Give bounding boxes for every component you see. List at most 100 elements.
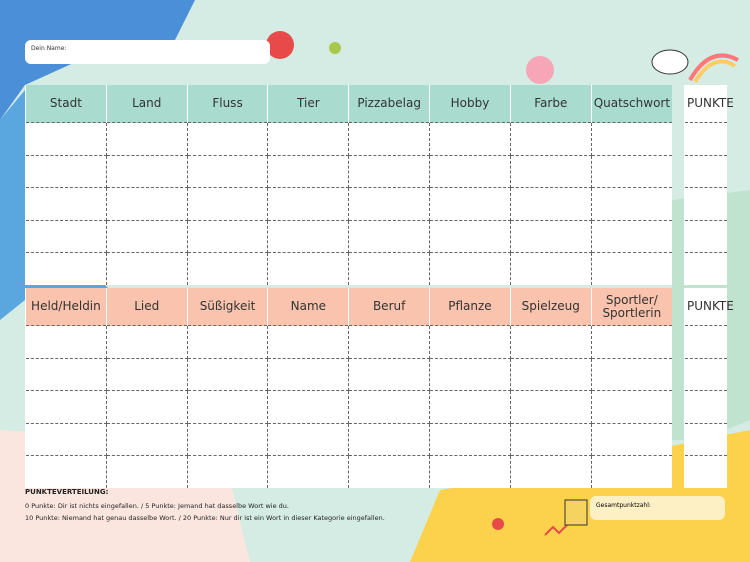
answer-cell[interactable] — [25, 357, 107, 392]
answer-cell[interactable] — [25, 325, 107, 359]
answer-cell[interactable] — [25, 455, 107, 488]
answer-cell[interactable] — [267, 357, 350, 392]
answer-cell[interactable] — [25, 122, 107, 156]
answer-cell[interactable] — [348, 422, 431, 457]
strawberry-icon — [492, 518, 504, 530]
answer-cell[interactable] — [509, 187, 592, 221]
answer-cell[interactable] — [429, 219, 511, 254]
points-cell[interactable] — [684, 252, 727, 285]
answer-row — [25, 357, 672, 392]
answer-cell[interactable] — [25, 252, 107, 285]
answer-cell[interactable] — [105, 187, 188, 221]
answer-cell[interactable] — [509, 154, 592, 189]
answer-cell[interactable] — [267, 187, 350, 221]
points-cell[interactable] — [684, 154, 727, 189]
answer-cell[interactable] — [590, 122, 672, 156]
points-cell[interactable] — [684, 422, 727, 457]
answer-cell[interactable] — [105, 422, 188, 457]
points-row — [684, 252, 727, 285]
answer-cell[interactable] — [186, 252, 269, 285]
answer-cell[interactable] — [348, 325, 431, 359]
answer-cell[interactable] — [267, 422, 350, 457]
answer-cell[interactable] — [348, 187, 431, 221]
answer-cell[interactable] — [186, 455, 269, 488]
answer-cell[interactable] — [429, 122, 511, 156]
answer-cell[interactable] — [590, 325, 672, 359]
answer-cell[interactable] — [509, 325, 592, 359]
answer-cell[interactable] — [509, 357, 592, 392]
answer-cell[interactable] — [267, 154, 350, 189]
answer-cell[interactable] — [429, 325, 511, 359]
answer-cell[interactable] — [105, 390, 188, 424]
category-header: Spielzeug — [509, 288, 592, 326]
answer-cell[interactable] — [186, 422, 269, 457]
answer-cell[interactable] — [105, 252, 188, 285]
answer-row — [25, 390, 672, 424]
answer-cell[interactable] — [348, 154, 431, 189]
answer-cell[interactable] — [429, 422, 511, 457]
answer-cell[interactable] — [429, 187, 511, 221]
answer-cell[interactable] — [348, 455, 431, 488]
answer-cell[interactable] — [267, 122, 350, 156]
answer-cell[interactable] — [429, 390, 511, 424]
answer-cell[interactable] — [590, 252, 672, 285]
answer-cell[interactable] — [186, 325, 269, 359]
answer-cell[interactable] — [267, 252, 350, 285]
answer-cell[interactable] — [267, 390, 350, 424]
answer-cell[interactable] — [590, 455, 672, 488]
answer-cell[interactable] — [348, 390, 431, 424]
answer-cell[interactable] — [348, 252, 431, 285]
points-cell[interactable] — [684, 390, 727, 424]
answer-cell[interactable] — [590, 154, 672, 189]
answer-cell[interactable] — [186, 219, 269, 254]
answer-cell[interactable] — [105, 455, 188, 488]
answer-cell[interactable] — [509, 390, 592, 424]
name-field[interactable]: Dein Name: — [25, 40, 270, 64]
points-cell[interactable] — [684, 455, 727, 488]
total-field[interactable]: Gesamtpunktzahl: — [590, 496, 725, 520]
category-header: Fluss — [186, 85, 268, 123]
answer-cell[interactable] — [590, 219, 672, 254]
points-cell[interactable] — [684, 187, 727, 221]
answer-cell[interactable] — [105, 357, 188, 392]
answer-cell[interactable] — [429, 357, 511, 392]
points-cell[interactable] — [684, 325, 727, 359]
answer-cell[interactable] — [590, 187, 672, 221]
answer-cell[interactable] — [590, 357, 672, 392]
answer-cell[interactable] — [186, 122, 269, 156]
category-header: Pflanze — [429, 288, 511, 326]
answer-cell[interactable] — [186, 187, 269, 221]
answer-cell[interactable] — [25, 187, 107, 221]
answer-cell[interactable] — [429, 252, 511, 285]
answer-cell[interactable] — [105, 122, 188, 156]
answer-cell[interactable] — [429, 154, 511, 189]
answer-cell[interactable] — [348, 357, 431, 392]
answer-cell[interactable] — [25, 390, 107, 424]
answer-cell[interactable] — [590, 422, 672, 457]
answer-cell[interactable] — [25, 154, 107, 189]
answer-cell[interactable] — [267, 455, 350, 488]
answer-cell[interactable] — [186, 390, 269, 424]
answer-cell[interactable] — [105, 219, 188, 254]
answer-cell[interactable] — [105, 154, 188, 189]
answer-cell[interactable] — [25, 219, 107, 254]
answer-cell[interactable] — [590, 390, 672, 424]
answer-cell[interactable] — [105, 325, 188, 359]
answer-cell[interactable] — [509, 219, 592, 254]
answer-cell[interactable] — [509, 422, 592, 457]
answer-cell[interactable] — [509, 455, 592, 488]
points-cell[interactable] — [684, 357, 727, 392]
answer-cell[interactable] — [267, 219, 350, 254]
answer-cell[interactable] — [186, 154, 269, 189]
donut-icon — [526, 56, 554, 84]
points-cell[interactable] — [684, 219, 727, 254]
answer-cell[interactable] — [509, 122, 592, 156]
answer-cell[interactable] — [429, 455, 511, 488]
answer-cell[interactable] — [267, 325, 350, 359]
answer-cell[interactable] — [509, 252, 592, 285]
answer-cell[interactable] — [186, 357, 269, 392]
points-cell[interactable] — [684, 122, 727, 156]
answer-cell[interactable] — [25, 422, 107, 457]
answer-cell[interactable] — [348, 219, 431, 254]
answer-cell[interactable] — [348, 122, 431, 156]
